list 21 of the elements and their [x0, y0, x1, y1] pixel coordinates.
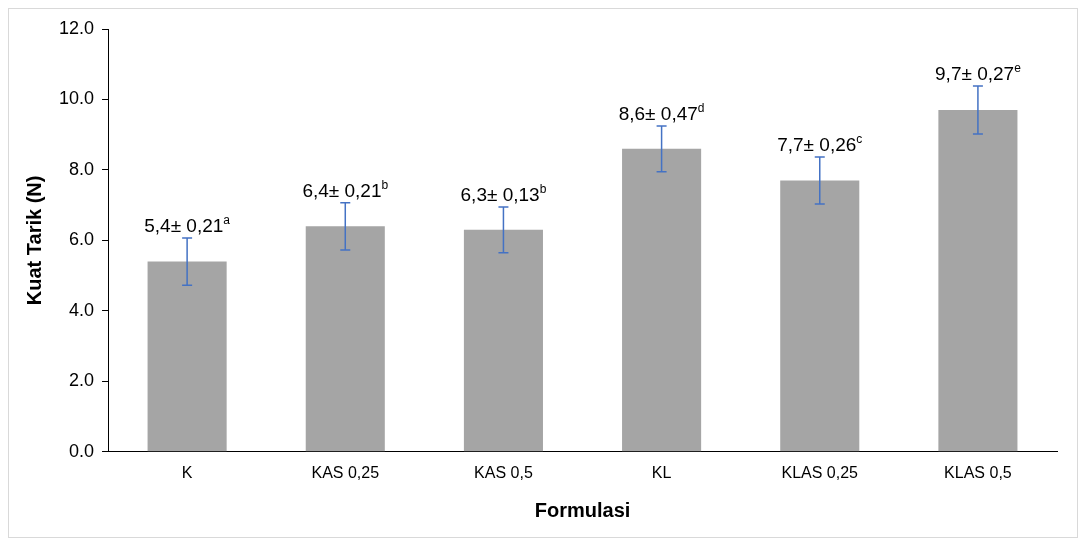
bar [938, 110, 1018, 452]
x-tick-label: KL [651, 463, 672, 481]
x-axis-title: Formulasi [534, 498, 631, 521]
y-tick-label: 6.0 [69, 229, 95, 250]
x-tick-label: KAS 0,5 [474, 463, 533, 481]
bar [780, 180, 860, 452]
x-tick-label: KLAS 0,5 [944, 463, 1012, 481]
y-tick-label: 8.0 [69, 158, 95, 179]
y-tick-label: 0.0 [69, 440, 95, 461]
y-tick-label: 10.0 [58, 88, 95, 109]
bar [622, 148, 702, 452]
x-tick-label: K [181, 463, 193, 481]
x-tick-label: KAS 0,25 [311, 463, 380, 481]
y-tick-label: 12.0 [58, 17, 95, 38]
bar [147, 261, 227, 452]
y-tick-label: 2.0 [69, 370, 95, 391]
y-axis-title: Kuat Tarik (N) [22, 175, 45, 306]
bar [305, 226, 385, 452]
x-tick-label: KLAS 0,25 [781, 463, 859, 481]
y-tick-label: 4.0 [69, 299, 95, 320]
bar [463, 229, 543, 452]
